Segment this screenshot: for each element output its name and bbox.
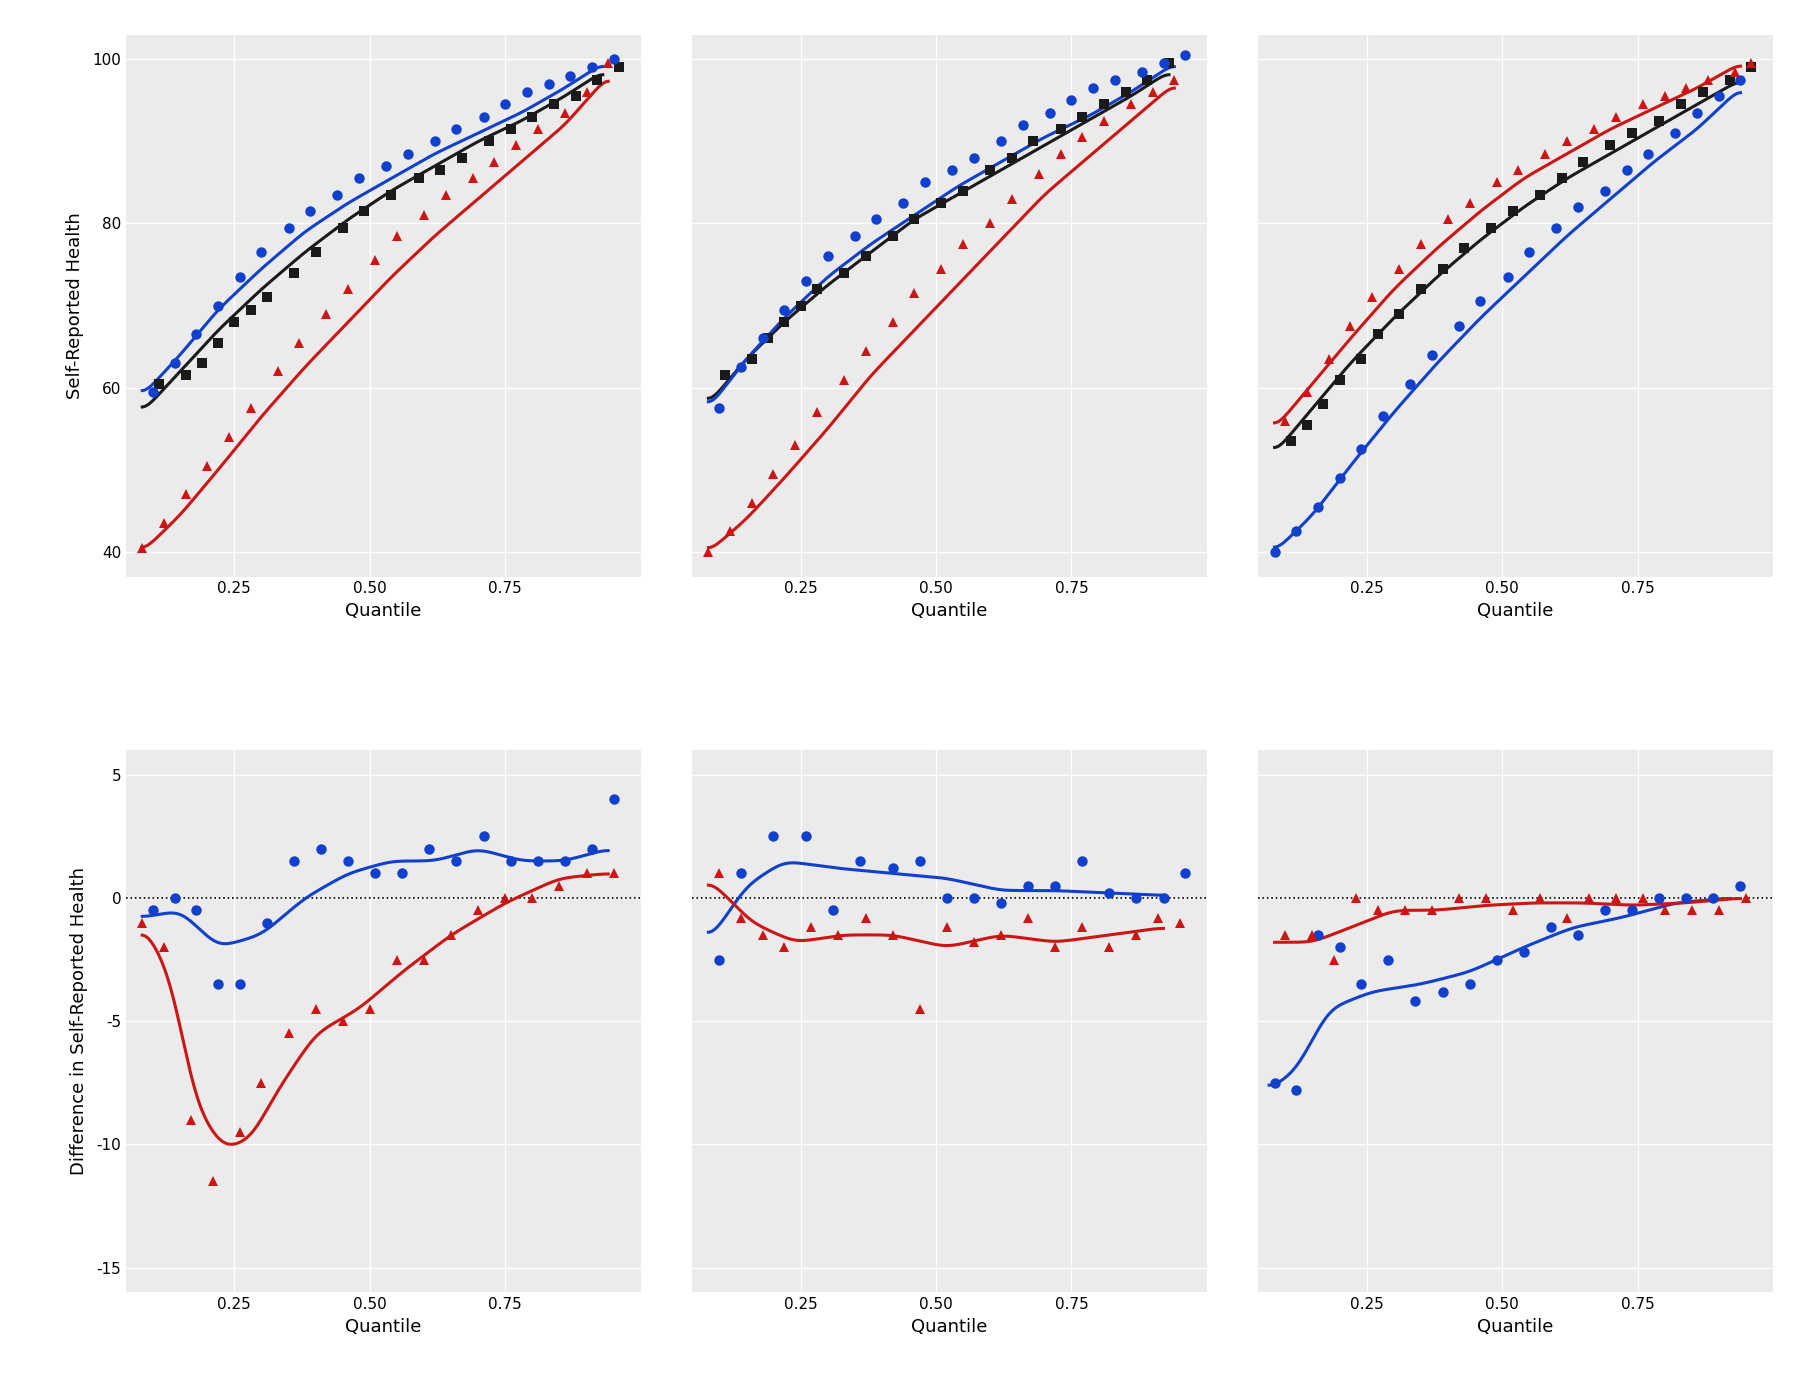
- Y-axis label: Self-Reported Health: Self-Reported Health: [67, 213, 85, 399]
- X-axis label: Quantile: Quantile: [911, 603, 988, 621]
- X-axis label: Quantile: Quantile: [346, 603, 421, 621]
- X-axis label: Quantile: Quantile: [911, 1317, 988, 1335]
- X-axis label: Quantile: Quantile: [1478, 603, 1553, 621]
- X-axis label: Quantile: Quantile: [346, 1317, 421, 1335]
- Y-axis label: Difference in Self-Reported Health: Difference in Self-Reported Health: [70, 867, 88, 1175]
- X-axis label: Quantile: Quantile: [1478, 1317, 1553, 1335]
